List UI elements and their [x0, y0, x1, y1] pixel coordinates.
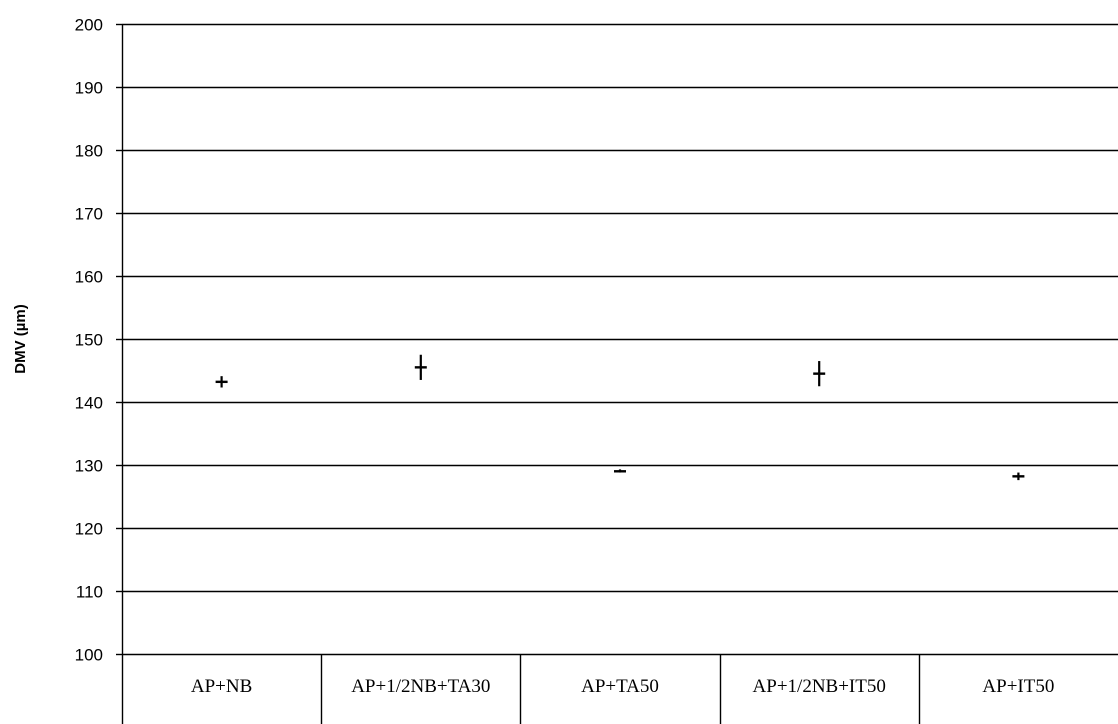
y-tick-label-160: 160 — [75, 268, 103, 287]
y-axis-ticks: 100 110 120 130 140 150 160 170 180 190 200 — [75, 16, 122, 665]
x-category-label-3: AP+1/2NB+IT50 — [753, 676, 886, 697]
axes — [121, 24, 1118, 656]
x-category-label-1: AP+1/2NB+TA30 — [351, 676, 490, 697]
y-tick-label-140: 140 — [75, 394, 103, 413]
x-axis-categories: AP+NB AP+1/2NB+TA30 AP+TA50 AP+1/2NB+IT50 AP… — [121, 654, 1054, 724]
x-category-label-4: AP+IT50 — [982, 676, 1054, 697]
y-tick-label-190: 190 — [75, 79, 103, 98]
y-tick-label-100: 100 — [75, 646, 103, 665]
y-tick-label-110: 110 — [76, 583, 103, 602]
data-points — [215, 354, 1025, 481]
y-axis-label: DMV (µm) — [12, 304, 29, 373]
y-tick-label-150: 150 — [75, 331, 103, 350]
y-tick-label-130: 130 — [75, 457, 103, 476]
y-tick-label-180: 180 — [75, 142, 103, 161]
x-category-label-0: AP+NB — [191, 676, 252, 697]
y-tick-label-120: 120 — [75, 520, 103, 539]
grid-lines — [122, 23, 1118, 593]
y-tick-label-170: 170 — [75, 205, 103, 224]
y-tick-label-200: 200 — [75, 16, 103, 35]
x-category-label-2: AP+TA50 — [581, 676, 659, 697]
